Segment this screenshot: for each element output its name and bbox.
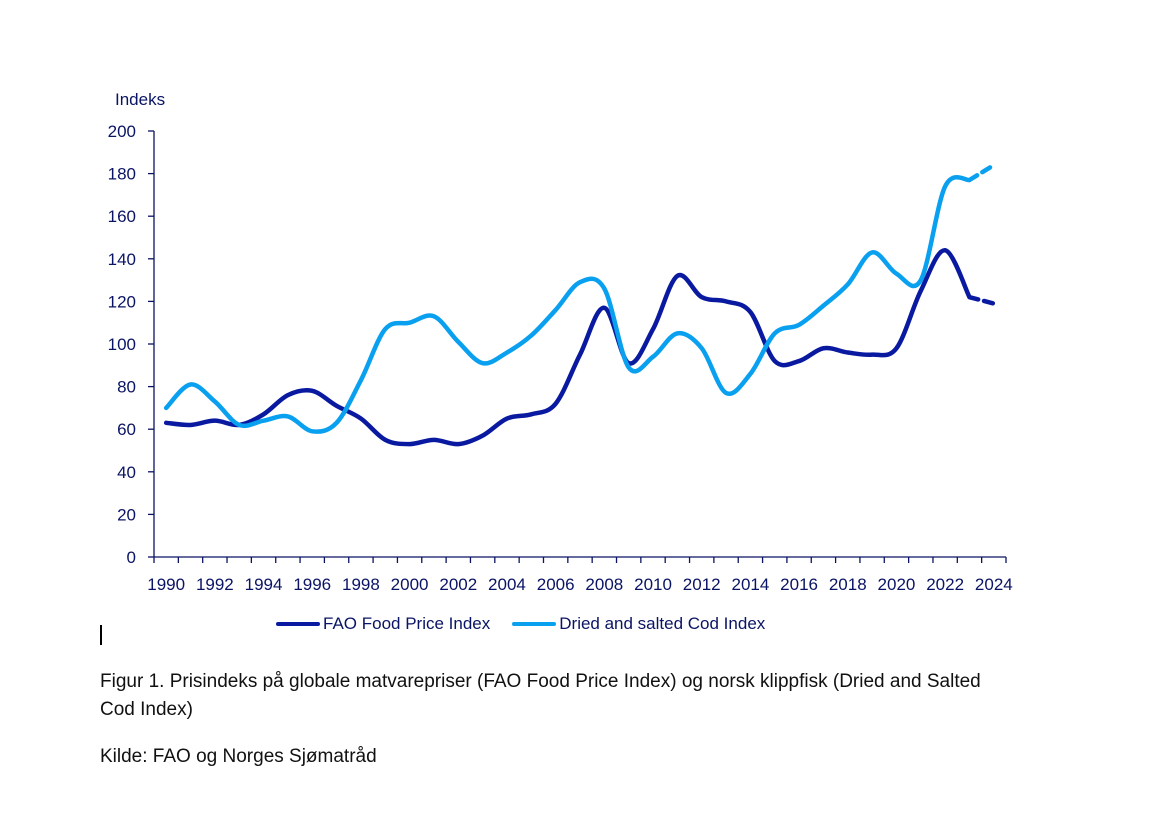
x-tick-label: 2018: [829, 575, 867, 594]
figure-caption: Figur 1. Prisindeks på globale matvarepr…: [100, 671, 981, 720]
series-cod: [163, 162, 997, 434]
y-tick-label: 0: [127, 548, 136, 567]
legend-label-cod: Dried and salted Cod Index: [559, 614, 766, 633]
series-line-dashed: [967, 162, 997, 183]
x-tick-label: 1996: [293, 575, 331, 594]
x-axis: 1990 1992 1994 1996 1998 2000 2002 2004 2006 2008…: [147, 556, 1013, 594]
legend: FAO Food Price Index Dried and salted Co…: [276, 614, 787, 634]
y-tick-label: 40: [117, 463, 136, 482]
x-tick-label: 1992: [196, 575, 234, 594]
x-tick-label: 1990: [147, 575, 185, 594]
series-fao: [163, 248, 997, 447]
y-axis: 0 20 40 60 80 100 120 140 160 180 200: [108, 122, 155, 567]
x-tick-label: 2020: [878, 575, 916, 594]
x-tick-label: 1994: [245, 575, 283, 594]
legend-item-fao: FAO Food Price Index: [276, 614, 490, 634]
x-tick-label: 2022: [926, 575, 964, 594]
legend-item-cod: Dried and salted Cod Index: [512, 614, 765, 634]
y-tick-label: 140: [108, 250, 136, 269]
x-tick-label: 2024: [975, 575, 1013, 594]
legend-label-fao: FAO Food Price Index: [323, 614, 491, 633]
series-layer: [163, 162, 997, 447]
x-tick-label: 2000: [391, 575, 429, 594]
y-axis-title: Indeks: [115, 90, 165, 109]
y-tick-label: 100: [108, 335, 136, 354]
series-line-dashed: [967, 294, 997, 306]
y-tick-label: 80: [117, 378, 136, 397]
y-tick-label: 20: [117, 505, 136, 524]
x-tick-label: 2006: [537, 575, 575, 594]
y-tick-label: 180: [108, 165, 136, 184]
y-tick-label: 200: [108, 122, 136, 141]
y-tick-label: 120: [108, 292, 136, 311]
source-note: Kilde: FAO og Norges Sjømatråd: [100, 746, 377, 767]
x-tick-label: 2008: [585, 575, 623, 594]
x-tick-label: 2016: [780, 575, 818, 594]
x-tick-label: 1998: [342, 575, 380, 594]
y-tick-label: 160: [108, 207, 136, 226]
legend-swatch-fao: [276, 622, 320, 626]
x-tick-label: 2012: [683, 575, 721, 594]
x-tick-label: 2004: [488, 575, 526, 594]
x-tick-label: 2010: [634, 575, 672, 594]
series-line-solid: [163, 175, 972, 434]
text-cursor: [100, 625, 102, 645]
legend-swatch-cod: [512, 622, 557, 626]
y-tick-label: 60: [117, 420, 136, 439]
series-line-solid: [163, 248, 972, 447]
x-tick-label: 2002: [439, 575, 477, 594]
x-tick-label: 2014: [731, 575, 769, 594]
